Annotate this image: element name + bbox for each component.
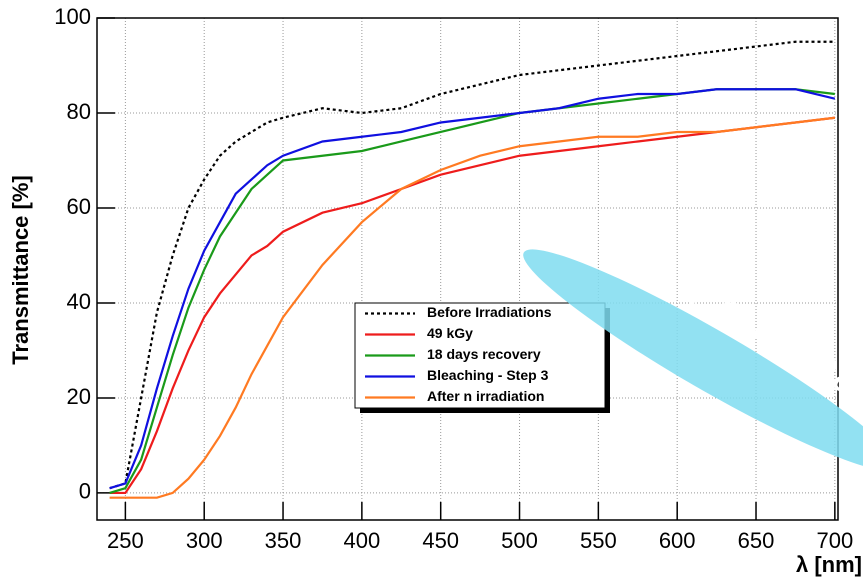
series-line bbox=[109, 116, 835, 495]
y-tick-label: 40 bbox=[67, 289, 91, 314]
y-axis-label: Transmittance [%] bbox=[8, 175, 33, 365]
x-tick-label: 450 bbox=[422, 528, 459, 553]
x-tick-label: 650 bbox=[738, 528, 775, 553]
x-tick-label: 350 bbox=[265, 528, 302, 553]
series-line bbox=[109, 40, 835, 490]
y-tick-label: 80 bbox=[67, 99, 91, 124]
y-tick-label: 60 bbox=[67, 194, 91, 219]
x-tick-label: 500 bbox=[501, 528, 538, 553]
y-tick-label: 20 bbox=[67, 384, 91, 409]
y-tick-label: 0 bbox=[79, 479, 91, 504]
legend-label: Before Irradiations bbox=[427, 304, 552, 320]
y-tick-label: 100 bbox=[54, 4, 91, 29]
series-line bbox=[109, 116, 835, 499]
legend-label: Bleaching - Step 3 bbox=[427, 367, 549, 383]
watermark-shape bbox=[523, 249, 863, 471]
x-tick-label: 550 bbox=[580, 528, 617, 553]
x-tick-label: 300 bbox=[186, 528, 223, 553]
x-tick-label: 700 bbox=[816, 528, 853, 553]
x-axis-label: λ [nm] bbox=[796, 552, 862, 577]
x-tick-label: 250 bbox=[107, 528, 144, 553]
legend-label: 49 kGy bbox=[427, 325, 473, 341]
legend-label: 18 days recovery bbox=[427, 346, 541, 362]
x-tick-label: 400 bbox=[344, 528, 381, 553]
legend-label: After n irradiation bbox=[427, 388, 544, 404]
series-line bbox=[109, 88, 836, 490]
x-tick-label: 600 bbox=[659, 528, 696, 553]
plot-frame bbox=[96, 17, 839, 521]
